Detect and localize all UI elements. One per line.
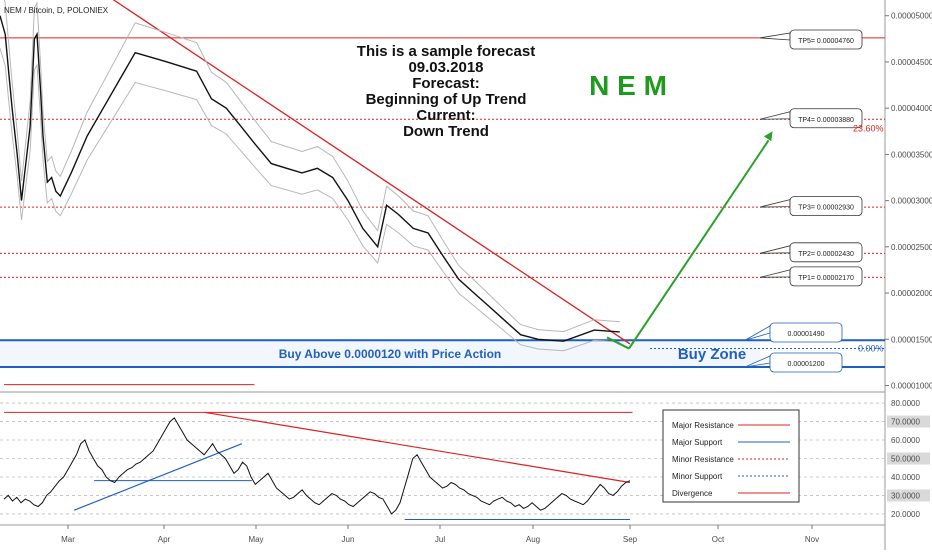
legend-entry-label: Major Support <box>672 438 723 447</box>
callout-box <box>789 266 863 287</box>
legend-entry-label: Divergence <box>672 489 713 498</box>
y-tick-label: 0.00002500 <box>891 243 932 252</box>
x-tick-label: Nov <box>805 535 819 544</box>
target-callout: TP4= 0.00003880 <box>759 108 863 129</box>
y-tick-label: 0.00003500 <box>891 150 932 159</box>
y-tick-label: 0.00002000 <box>891 289 932 298</box>
level-label: TP2= 0.00002430 <box>798 251 854 258</box>
forecast-text-line: Current: <box>416 107 475 124</box>
osc-tick-label: 60.0000 <box>891 436 920 445</box>
y-tick-label: 0.00004000 <box>891 104 932 113</box>
osc-tick-highlight <box>887 452 930 465</box>
forecast-arrow-head <box>763 131 773 142</box>
osc-tick-highlight <box>887 489 930 502</box>
target-callout: TP2= 0.00002430 <box>759 242 863 263</box>
zone-callout: 0.00001200 <box>744 352 843 373</box>
forecast-text-line: Beginning of Up Trend <box>366 91 527 108</box>
y-tick-label: 0.00003000 <box>891 197 932 206</box>
symbol-label: N E M <box>589 70 667 101</box>
callout-box <box>789 242 863 263</box>
forecast-arrow-line <box>628 139 770 350</box>
target-callout: TP5= 0.00004760 <box>759 29 863 50</box>
fib-label: 23.60% <box>853 123 884 133</box>
x-tick-label: Apr <box>158 535 171 544</box>
y-tick-label: 0.00001000 <box>891 382 932 391</box>
buy-zone-area <box>0 340 760 368</box>
osc-tick-label: 50.0000 <box>891 455 920 464</box>
osc-tick-label: 70.0000 <box>891 418 920 427</box>
buy-zone-label: Buy Zone <box>678 346 746 363</box>
level-label: TP4= 0.00003880 <box>798 117 854 124</box>
x-tick-label: May <box>248 535 263 544</box>
forecast-text-line: Forecast: <box>412 75 480 92</box>
osc-series-line <box>3 417 631 515</box>
level-label: TP3= 0.00002930 <box>798 205 854 212</box>
forecast-text-line: Down Trend <box>403 123 489 140</box>
x-tick-label: Jun <box>342 535 355 544</box>
x-tick-label: Aug <box>526 535 540 544</box>
callout-box <box>769 352 843 373</box>
lower-band-line <box>0 47 620 352</box>
level-label: TP5= 0.00004760 <box>798 38 854 45</box>
osc-legend: Major Resistance Major Support Minor Resis… <box>662 409 800 503</box>
x-tick-label: Sep <box>623 535 638 544</box>
forecast-text-line: This is a sample forecast <box>357 43 535 60</box>
level-label: TP1= 0.00002170 <box>798 275 854 282</box>
resistance-trendline <box>112 0 631 345</box>
price-series-line <box>0 15 620 342</box>
upper-band-line <box>3 0 620 333</box>
y-tick-label: 0.00001500 <box>891 335 932 344</box>
buy-text: Buy Above 0.0000120 with Price Action <box>279 347 502 361</box>
callout-box <box>789 196 863 216</box>
chart-title: NEM / Bitcoin, D, POLONIEX <box>4 6 109 15</box>
osc-tick-highlight <box>887 415 930 428</box>
osc-trend-line <box>204 411 631 484</box>
level-label: 0.00001490 <box>788 331 825 338</box>
fib-zero-label: 0.00% <box>858 344 884 354</box>
y-tick-label: 0.00005000 <box>891 12 932 21</box>
forecast-arrow-dip <box>606 336 630 350</box>
zone-callout: 0.00001490 <box>744 322 843 343</box>
callout-box <box>789 108 863 129</box>
osc-tick-label: 30.0000 <box>891 491 920 500</box>
osc-tick-label: 20.0000 <box>891 510 920 519</box>
osc-tick-label: 80.0000 <box>891 399 920 408</box>
legend-entry-label: Minor Resistance <box>672 455 734 464</box>
osc-trend-line <box>73 443 243 511</box>
forecast-text-line: 09.03.2018 <box>408 59 483 76</box>
level-label: 0.00001200 <box>788 361 825 368</box>
callout-box <box>789 29 863 50</box>
callout-box <box>769 322 843 343</box>
legend-entry-label: Major Resistance <box>672 421 734 430</box>
legend-entry-label: Minor Support <box>672 472 723 481</box>
x-tick-label: Oct <box>712 535 725 544</box>
target-callout: TP3= 0.00002930 <box>759 196 863 216</box>
osc-tick-label: 40.0000 <box>891 473 920 482</box>
x-tick-label: Mar <box>61 535 75 544</box>
x-tick-label: Jul <box>435 535 445 544</box>
target-callout: TP1= 0.00002170 <box>759 266 863 287</box>
y-tick-label: 0.00004500 <box>891 58 932 67</box>
